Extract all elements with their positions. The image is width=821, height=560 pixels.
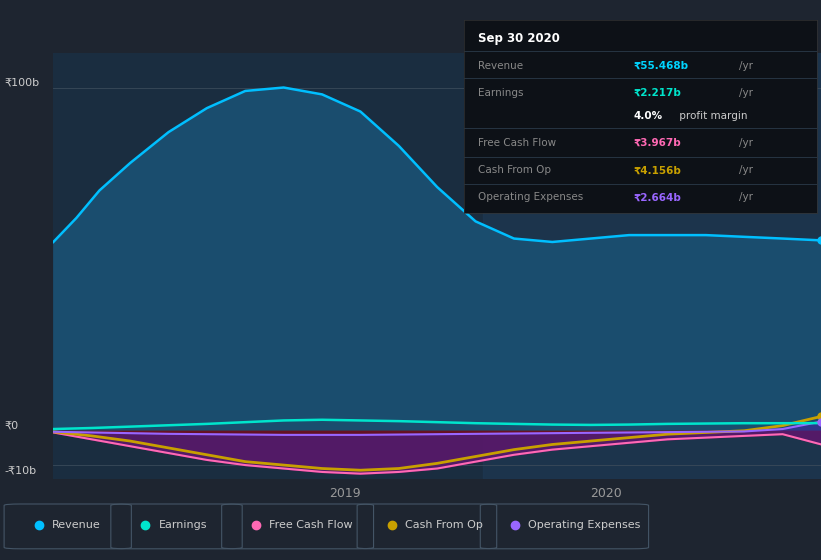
Text: Revenue: Revenue [478, 61, 523, 71]
Text: -₹10b: -₹10b [4, 465, 36, 475]
Bar [484, 53, 821, 479]
Text: ₹2.217b: ₹2.217b [633, 88, 681, 98]
Text: Cash From Op: Cash From Op [478, 165, 551, 175]
Text: ₹2.664b: ₹2.664b [633, 192, 681, 202]
Text: Revenue: Revenue [52, 520, 100, 530]
Text: 4.0%: 4.0% [633, 111, 663, 121]
Text: ₹100b: ₹100b [4, 77, 39, 87]
Text: profit margin: profit margin [676, 111, 747, 121]
Text: /yr: /yr [739, 138, 753, 148]
Text: Sep 30 2020: Sep 30 2020 [478, 32, 560, 45]
Text: ₹3.967b: ₹3.967b [633, 138, 681, 148]
Text: /yr: /yr [739, 192, 753, 202]
Text: Operating Expenses: Operating Expenses [528, 520, 640, 530]
Text: Free Cash Flow: Free Cash Flow [478, 138, 556, 148]
Text: Earnings: Earnings [478, 88, 524, 98]
Text: Cash From Op: Cash From Op [405, 520, 483, 530]
Text: Earnings: Earnings [158, 520, 207, 530]
Text: 2020: 2020 [590, 487, 622, 500]
Text: 2019: 2019 [329, 487, 361, 500]
Text: Free Cash Flow: Free Cash Flow [269, 520, 353, 530]
Text: /yr: /yr [739, 61, 753, 71]
Text: ₹55.468b: ₹55.468b [633, 61, 689, 71]
Text: Operating Expenses: Operating Expenses [478, 192, 583, 202]
Text: ₹4.156b: ₹4.156b [633, 165, 681, 175]
Text: /yr: /yr [739, 165, 753, 175]
Text: ₹0: ₹0 [4, 421, 18, 431]
Text: /yr: /yr [739, 88, 753, 98]
